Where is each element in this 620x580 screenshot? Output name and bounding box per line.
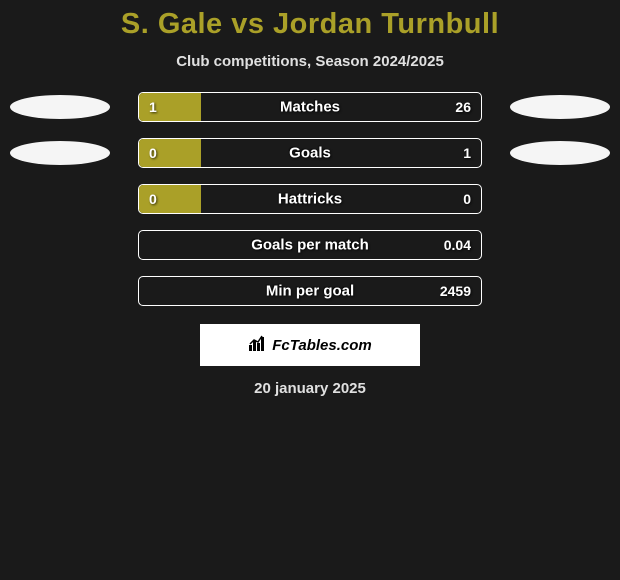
player-left-placeholder: [10, 141, 110, 165]
stat-label: Goals: [289, 145, 331, 162]
stat-label: Min per goal: [266, 283, 354, 300]
player-right-placeholder: [510, 141, 610, 165]
stat-label: Matches: [280, 99, 340, 116]
comparison-title: S. Gale vs Jordan Turnbull: [0, 8, 620, 41]
comparison-subtitle: Club competitions, Season 2024/2025: [0, 53, 620, 70]
stat-row: 0 1 Goals: [0, 138, 620, 168]
stat-label: Goals per match: [251, 237, 369, 254]
stat-bar: 0 1 Goals: [138, 138, 482, 168]
player-right-placeholder: [510, 95, 610, 119]
stat-value-right: 1: [463, 145, 471, 161]
stat-row: 2459 Min per goal: [0, 276, 620, 306]
player-left-placeholder: [10, 95, 110, 119]
stat-row: 0.04 Goals per match: [0, 230, 620, 260]
comparison-infographic: S. Gale vs Jordan Turnbull Club competit…: [0, 0, 620, 405]
stat-bar: 0.04 Goals per match: [138, 230, 482, 260]
stat-value-right: 26: [455, 99, 471, 115]
stat-bar: 2459 Min per goal: [138, 276, 482, 306]
stat-value-left: 1: [149, 99, 157, 115]
stat-value-right: 2459: [440, 283, 471, 299]
stat-bar: 1 26 Matches: [138, 92, 482, 122]
stat-row: 1 26 Matches: [0, 92, 620, 122]
stat-row: 0 0 Hattricks: [0, 184, 620, 214]
stat-label: Hattricks: [278, 191, 342, 208]
attribution-badge: FcTables.com: [200, 324, 420, 366]
stat-value-left: 0: [149, 145, 157, 161]
stats-container: 1 26 Matches 0 1 Goals 0 0 Hattricks 0.04 Goals pe…: [0, 92, 620, 306]
stat-value-left: 0: [149, 191, 157, 207]
stat-value-right: 0: [463, 191, 471, 207]
stat-bar: 0 0 Hattricks: [138, 184, 482, 214]
attribution-text: FcTables.com: [272, 337, 371, 354]
snapshot-date: 20 january 2025: [0, 380, 620, 397]
chart-icon: [248, 335, 268, 355]
stat-value-right: 0.04: [444, 237, 471, 253]
